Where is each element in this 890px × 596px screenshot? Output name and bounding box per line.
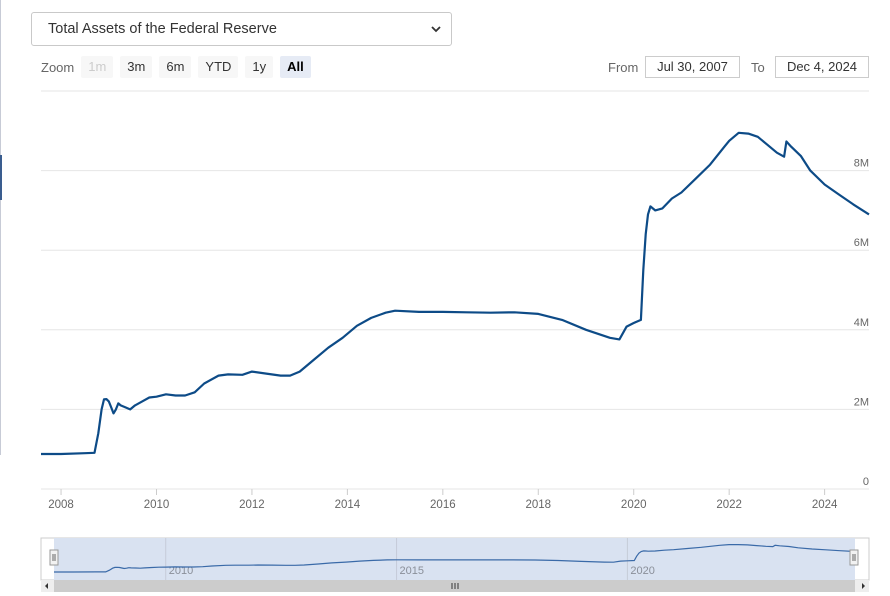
navigator-left-handle[interactable]	[49, 549, 59, 566]
x-tick-label: 2016	[430, 499, 456, 511]
y-tick-label: 6M	[854, 237, 869, 249]
navigator-axis: 2010 2015 2020	[165, 538, 655, 580]
x-tick-label: 2012	[239, 499, 265, 511]
scroll-left-arrow-icon[interactable]	[45, 583, 48, 589]
x-tick-label: 2008	[48, 499, 74, 511]
zoom-1m-button[interactable]: 1m	[81, 56, 114, 78]
x-tick-label: 2010	[144, 499, 170, 511]
scroll-right-arrow-icon[interactable]	[862, 583, 865, 589]
range-from-label: From	[608, 59, 639, 75]
range-from: From	[608, 56, 638, 78]
y-axis: 0 2M 4M 6M 8M	[854, 158, 869, 488]
y-tick-label: 2M	[854, 396, 869, 408]
navigator-series-line	[54, 544, 856, 573]
navigator-year-label: 2010	[169, 565, 193, 577]
grid-lines	[41, 90, 869, 490]
x-tick-label: 2022	[716, 499, 742, 511]
y-tick-label: 0	[863, 476, 869, 488]
y-tick-label: 4M	[854, 317, 869, 329]
zoom-6m-button[interactable]: 6m	[159, 56, 192, 78]
zoom-label: Zoom	[41, 59, 75, 75]
zoom-bar: Zoom 1m 3m 6m YTD 1y All	[41, 55, 318, 79]
series-selector[interactable]: Total Assets of the Federal Reserve	[31, 12, 452, 46]
series-selector-value: Total Assets of the Federal Reserve	[48, 21, 277, 37]
zoom-3m-button[interactable]: 3m	[120, 56, 153, 78]
range-to-input[interactable]: Dec 4, 2024	[775, 56, 869, 78]
zoom-ytd-button[interactable]: YTD	[198, 56, 239, 78]
x-tick-label: 2024	[812, 499, 838, 511]
x-tick-label: 2020	[621, 499, 647, 511]
x-tick-label: 2018	[525, 499, 551, 511]
range-to-label: To	[751, 59, 765, 75]
navigator-year-label: 2020	[630, 565, 654, 577]
navigator-right-handle[interactable]	[849, 549, 859, 566]
chevron-down-icon	[431, 25, 441, 32]
range-from-input[interactable]: Jul 30, 2007	[645, 56, 740, 78]
navigator-year-label: 2015	[400, 565, 424, 577]
x-axis: 2008 2010 2012 2014 2016 2018 2020 2022 2024	[48, 489, 838, 511]
page-left-accent	[0, 155, 2, 200]
zoom-all-button[interactable]: All	[280, 56, 311, 78]
series-line	[41, 131, 870, 456]
page-left-border	[0, 0, 1, 455]
x-tick-label: 2014	[335, 499, 361, 511]
y-tick-label: 8M	[854, 158, 869, 170]
range-to: To	[751, 56, 765, 78]
navigator[interactable]: 2010 2015 2020	[40, 537, 870, 581]
navigator-scrollbar[interactable]	[41, 580, 869, 592]
zoom-1y-button[interactable]: 1y	[245, 56, 274, 78]
